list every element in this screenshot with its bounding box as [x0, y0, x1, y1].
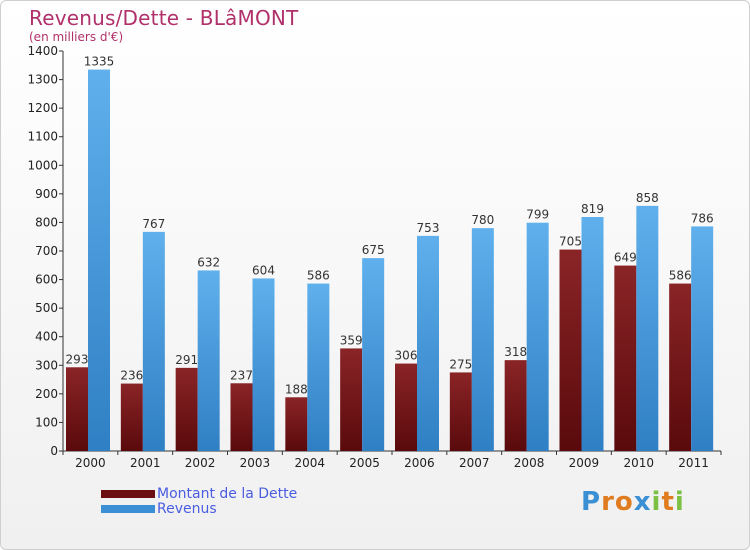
y-tick-label: 900 — [35, 187, 58, 201]
data-label-revenus: 786 — [691, 211, 714, 225]
bar-revenus — [307, 283, 330, 451]
data-label-dette: 236 — [120, 369, 143, 383]
legend-swatch-debt — [101, 490, 155, 498]
bar-dette — [559, 249, 582, 451]
bars — [66, 69, 714, 452]
y-tick-label: 500 — [35, 301, 58, 315]
bar-revenus — [636, 205, 659, 451]
y-tick-label: 200 — [35, 387, 58, 401]
data-label-dette: 705 — [559, 235, 582, 249]
data-label-revenus: 858 — [636, 191, 659, 205]
y-tick-label: 1300 — [27, 73, 58, 87]
x-tick-label: 2004 — [294, 456, 325, 470]
logo-letter: t — [661, 487, 675, 517]
bar-revenus — [142, 231, 165, 451]
bar-revenus — [88, 69, 110, 452]
data-label-dette: 359 — [340, 333, 363, 347]
y-tick-label: 1100 — [27, 130, 58, 144]
x-tick-label: 2009 — [569, 456, 600, 470]
x-tick-label: 2011 — [678, 456, 709, 470]
logo-letter: i — [674, 487, 685, 517]
data-label-revenus: 675 — [362, 243, 385, 257]
data-label-dette: 237 — [230, 368, 253, 382]
logo-letter: P — [581, 487, 602, 517]
y-tick-label: 1400 — [27, 44, 58, 58]
x-tick-label: 2006 — [404, 456, 435, 470]
data-label-dette: 291 — [175, 353, 198, 367]
bar-dette — [66, 367, 88, 451]
axes: 0 100 200 300 400 500 600 700 800 900 1000 1100 1200… — [27, 44, 722, 470]
data-label-revenus: 604 — [252, 263, 275, 277]
chart-subtitle: (en milliers d'€) — [29, 30, 124, 44]
bar-dette — [504, 360, 527, 451]
proxiti-logo: Proxiti — [581, 487, 685, 517]
data-label-dette: 293 — [66, 352, 89, 366]
bar-revenus — [581, 217, 604, 451]
y-tick-label: 300 — [35, 358, 58, 372]
y-tick-label: 1000 — [27, 158, 58, 172]
data-label-dette: 275 — [449, 357, 472, 371]
bar-dette — [340, 348, 363, 451]
logo-letter: r — [601, 487, 615, 517]
logo-letter: i — [651, 487, 662, 517]
bar-revenus — [417, 235, 439, 451]
bar-revenus — [252, 278, 275, 451]
x-tick-label: 2002 — [185, 456, 216, 470]
bar-dette — [669, 283, 692, 451]
bar-dette — [395, 363, 417, 451]
bar-revenus — [691, 226, 714, 451]
data-label-revenus: 819 — [581, 202, 604, 216]
x-tick-label: 2010 — [623, 456, 654, 470]
bar-revenus — [526, 222, 549, 451]
data-label-revenus: 586 — [307, 269, 330, 283]
data-label-dette: 649 — [614, 251, 637, 265]
data-label-dette: 586 — [669, 269, 692, 283]
data-label-dette: 306 — [395, 349, 418, 363]
y-tick-label: 700 — [35, 244, 58, 258]
legend-label-revenus: Revenus — [157, 501, 217, 517]
data-label-revenus: 753 — [417, 221, 440, 235]
data-labels: 293 1335 236 767 291 632 237 604 188 586 359 675 306… — [66, 55, 714, 397]
x-tick-label: 2001 — [130, 456, 161, 470]
data-label-revenus: 780 — [471, 213, 494, 227]
y-tick-label: 400 — [35, 330, 58, 344]
legend-label-debt: Montant de la Dette — [157, 486, 298, 502]
y-tick-label: 100 — [35, 415, 58, 429]
bar-dette — [449, 372, 472, 451]
x-tick-label: 2005 — [349, 456, 380, 470]
bar-dette — [614, 265, 637, 451]
bar-dette — [175, 367, 198, 451]
bar-dette — [120, 383, 143, 451]
legend-swatch-revenus — [101, 505, 155, 513]
x-tick-label: 2007 — [459, 456, 490, 470]
data-label-revenus: 767 — [142, 217, 165, 231]
bar-dette — [285, 397, 308, 451]
data-label-dette: 188 — [285, 382, 308, 396]
y-tick-label: 1200 — [27, 101, 58, 115]
bar-revenus — [197, 270, 220, 451]
bar-dette — [230, 383, 253, 451]
y-tick-label: 800 — [35, 215, 58, 229]
y-tick-label: 600 — [35, 273, 58, 287]
logo-letter: o — [614, 487, 634, 517]
chart-title: Revenus/Dette - BLâMONT — [29, 6, 299, 30]
bar-revenus — [362, 258, 385, 451]
data-label-revenus: 1335 — [84, 55, 115, 69]
data-label-dette: 318 — [504, 345, 527, 359]
data-label-revenus: 799 — [526, 208, 549, 222]
x-tick-label: 2008 — [514, 456, 545, 470]
logo-letter: x — [633, 487, 652, 517]
x-tick-label: 2000 — [75, 456, 106, 470]
x-tick-label: 2003 — [240, 456, 271, 470]
y-tick-label: 0 — [50, 444, 58, 458]
bar-revenus — [471, 228, 494, 451]
data-label-revenus: 632 — [197, 255, 220, 269]
